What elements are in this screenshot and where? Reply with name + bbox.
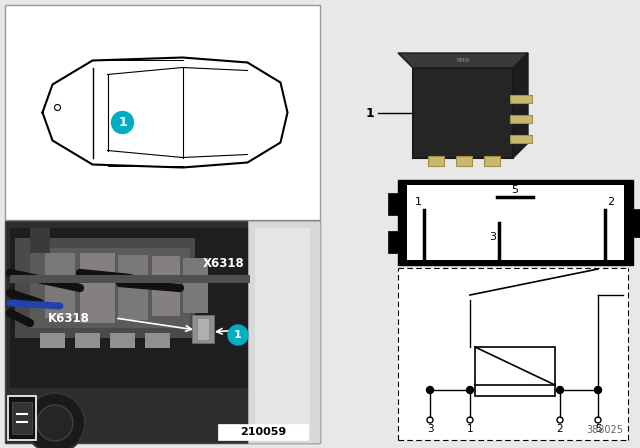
Bar xyxy=(398,180,633,265)
Text: 388025: 388025 xyxy=(586,425,623,435)
Bar xyxy=(218,424,308,440)
Circle shape xyxy=(111,112,134,134)
Bar xyxy=(510,135,532,143)
Circle shape xyxy=(426,387,433,393)
Text: 210059: 210059 xyxy=(240,427,286,437)
Bar xyxy=(192,315,214,343)
Circle shape xyxy=(557,417,563,423)
Bar xyxy=(388,193,399,215)
Bar xyxy=(632,209,640,237)
Bar xyxy=(45,253,75,318)
Bar xyxy=(248,221,320,443)
Bar xyxy=(8,396,36,440)
Bar xyxy=(5,5,320,220)
Bar xyxy=(10,228,250,388)
Text: K6318: K6318 xyxy=(48,311,90,324)
Text: X6318: X6318 xyxy=(204,257,245,270)
Bar xyxy=(475,347,555,385)
Bar xyxy=(152,256,180,316)
Bar xyxy=(12,402,32,434)
Bar xyxy=(510,115,532,123)
Circle shape xyxy=(595,417,601,423)
Circle shape xyxy=(467,387,474,393)
Bar xyxy=(484,156,500,166)
Bar xyxy=(197,318,209,340)
Bar xyxy=(407,185,624,260)
Text: 5: 5 xyxy=(595,424,602,434)
Circle shape xyxy=(557,387,563,393)
Text: 5: 5 xyxy=(511,185,518,195)
Bar xyxy=(183,258,208,313)
Polygon shape xyxy=(513,53,528,158)
Bar xyxy=(30,248,190,328)
Bar xyxy=(413,68,513,158)
Circle shape xyxy=(54,104,61,111)
Bar xyxy=(118,255,148,320)
Bar xyxy=(428,156,444,166)
Bar xyxy=(80,253,115,323)
Bar xyxy=(110,333,135,348)
Bar xyxy=(475,384,555,396)
Bar xyxy=(510,95,532,103)
Circle shape xyxy=(467,417,473,423)
Text: 1: 1 xyxy=(118,116,127,129)
Text: 1: 1 xyxy=(467,424,474,434)
Bar xyxy=(456,156,472,166)
Polygon shape xyxy=(398,53,528,68)
Text: 1: 1 xyxy=(415,197,422,207)
Bar xyxy=(255,228,310,438)
Text: 2: 2 xyxy=(607,197,614,207)
Bar xyxy=(75,333,100,348)
Text: 1: 1 xyxy=(365,107,374,120)
Bar xyxy=(15,238,195,338)
Text: BMW: BMW xyxy=(456,57,470,63)
Bar xyxy=(10,275,250,283)
Circle shape xyxy=(228,325,248,345)
Text: 1: 1 xyxy=(234,330,242,340)
Text: 2: 2 xyxy=(557,424,563,434)
Bar xyxy=(40,333,65,348)
Circle shape xyxy=(427,417,433,423)
Circle shape xyxy=(25,393,85,448)
Bar xyxy=(398,268,628,440)
Text: 3: 3 xyxy=(490,232,497,242)
Bar xyxy=(5,221,320,443)
Circle shape xyxy=(595,387,602,393)
Bar xyxy=(30,228,50,253)
Bar xyxy=(145,333,170,348)
Text: 3: 3 xyxy=(427,424,433,434)
Circle shape xyxy=(37,405,73,441)
Bar xyxy=(388,231,399,253)
